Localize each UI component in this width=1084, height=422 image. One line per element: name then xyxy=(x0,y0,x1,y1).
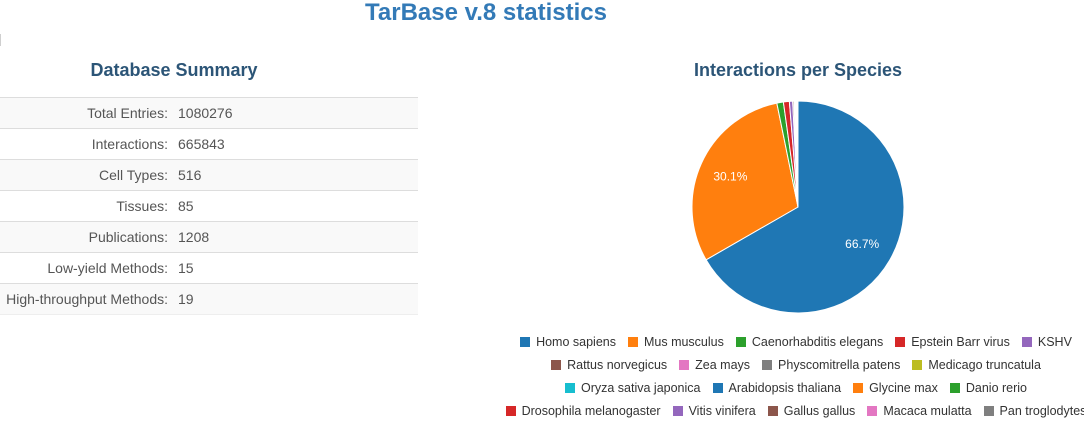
legend-label: Gallus gallus xyxy=(784,404,856,418)
summary-label: Total Entries: xyxy=(0,98,178,129)
legend-swatch xyxy=(736,337,746,347)
panel-edge xyxy=(0,34,1,46)
legend-row: Drosophila melanogaster Vitis vinifera Gal… xyxy=(496,399,1084,422)
summary-row: Publications:1208 xyxy=(0,222,418,253)
legend-label: Macaca mulatta xyxy=(883,404,971,418)
legend-swatch xyxy=(867,406,877,416)
chart-title: Interactions per Species xyxy=(598,60,998,81)
legend-swatch xyxy=(950,383,960,393)
summary-label: High-throughput Methods: xyxy=(0,284,178,315)
legend-item[interactable]: Pan troglodytes xyxy=(984,404,1084,418)
summary-value: 1208 xyxy=(178,222,418,253)
legend-label: Mus musculus xyxy=(644,335,724,349)
legend-item[interactable]: KSHV xyxy=(1022,335,1072,349)
legend-swatch xyxy=(853,383,863,393)
legend-label: Rattus norvegicus xyxy=(567,358,667,372)
summary-value: 19 xyxy=(178,284,418,315)
summary-value: 85 xyxy=(178,191,418,222)
legend-item[interactable]: Homo sapiens xyxy=(520,335,616,349)
summary-label: Tissues: xyxy=(0,191,178,222)
legend-label: Drosophila melanogaster xyxy=(522,404,661,418)
legend-swatch xyxy=(679,360,689,370)
legend-item[interactable]: Physcomitrella patens xyxy=(762,358,900,372)
legend-label: Danio rerio xyxy=(966,381,1027,395)
summary-label: Publications: xyxy=(0,222,178,253)
page-title: TarBase v.8 statistics xyxy=(0,0,972,26)
legend-item[interactable]: Rattus norvegicus xyxy=(551,358,667,372)
species-pie-chart: 66.7% 30.1% xyxy=(690,100,920,330)
legend-swatch xyxy=(551,360,561,370)
legend-swatch xyxy=(565,383,575,393)
legend-label: Glycine max xyxy=(869,381,938,395)
legend-item[interactable]: Drosophila melanogaster xyxy=(506,404,661,418)
legend-label: Arabidopsis thaliana xyxy=(729,381,842,395)
summary-row: High-throughput Methods:19 xyxy=(0,284,418,315)
summary-label: Interactions: xyxy=(0,129,178,160)
summary-label: Low-yield Methods: xyxy=(0,253,178,284)
summary-row: Interactions:665843 xyxy=(0,129,418,160)
pie-data-label: 66.7% xyxy=(845,237,879,251)
summary-value: 1080276 xyxy=(178,98,418,129)
legend-item[interactable]: Arabidopsis thaliana xyxy=(713,381,842,395)
legend-swatch xyxy=(520,337,530,347)
chart-legend: Homo sapiens Mus musculus Caenorhabditis e… xyxy=(496,330,1084,422)
summary-title: Database Summary xyxy=(0,60,348,81)
legend-label: KSHV xyxy=(1038,335,1072,349)
legend-item[interactable]: Epstein Barr virus xyxy=(895,335,1010,349)
legend-swatch xyxy=(984,406,994,416)
legend-row: Rattus norvegicus Zea mays Physcomitrella … xyxy=(496,353,1084,376)
legend-item[interactable]: Danio rerio xyxy=(950,381,1027,395)
legend-label: Pan troglodytes xyxy=(1000,404,1084,418)
legend-swatch xyxy=(1022,337,1032,347)
legend-row: Homo sapiens Mus musculus Caenorhabditis e… xyxy=(496,330,1084,353)
summary-value: 516 xyxy=(178,160,418,191)
legend-item[interactable]: Gallus gallus xyxy=(768,404,856,418)
legend-item[interactable]: Mus musculus xyxy=(628,335,724,349)
legend-item[interactable]: Oryza sativa japonica xyxy=(565,381,701,395)
legend-label: Physcomitrella patens xyxy=(778,358,900,372)
summary-row: Low-yield Methods:15 xyxy=(0,253,418,284)
summary-value: 15 xyxy=(178,253,418,284)
pie-data-label: 30.1% xyxy=(713,170,747,184)
legend-item[interactable]: Caenorhabditis elegans xyxy=(736,335,883,349)
summary-table: Total Entries:1080276 Interactions:66584… xyxy=(0,97,418,315)
legend-swatch xyxy=(506,406,516,416)
legend-swatch xyxy=(713,383,723,393)
legend-swatch xyxy=(895,337,905,347)
legend-label: Vitis vinifera xyxy=(689,404,756,418)
summary-row: Cell Types:516 xyxy=(0,160,418,191)
legend-item[interactable]: Macaca mulatta xyxy=(867,404,971,418)
legend-swatch xyxy=(768,406,778,416)
legend-label: Epstein Barr virus xyxy=(911,335,1010,349)
legend-row: Oryza sativa japonica Arabidopsis thalian… xyxy=(496,376,1084,399)
legend-swatch xyxy=(628,337,638,347)
summary-row: Total Entries:1080276 xyxy=(0,98,418,129)
legend-swatch xyxy=(762,360,772,370)
summary-label: Cell Types: xyxy=(0,160,178,191)
legend-label: Zea mays xyxy=(695,358,750,372)
legend-item[interactable]: Zea mays xyxy=(679,358,750,372)
legend-label: Medicago truncatula xyxy=(928,358,1041,372)
legend-item[interactable]: Glycine max xyxy=(853,381,938,395)
legend-label: Homo sapiens xyxy=(536,335,616,349)
legend-swatch xyxy=(912,360,922,370)
summary-row: Tissues:85 xyxy=(0,191,418,222)
legend-label: Caenorhabditis elegans xyxy=(752,335,883,349)
legend-item[interactable]: Vitis vinifera xyxy=(673,404,756,418)
legend-swatch xyxy=(673,406,683,416)
legend-label: Oryza sativa japonica xyxy=(581,381,701,395)
summary-value: 665843 xyxy=(178,129,418,160)
legend-item[interactable]: Medicago truncatula xyxy=(912,358,1041,372)
